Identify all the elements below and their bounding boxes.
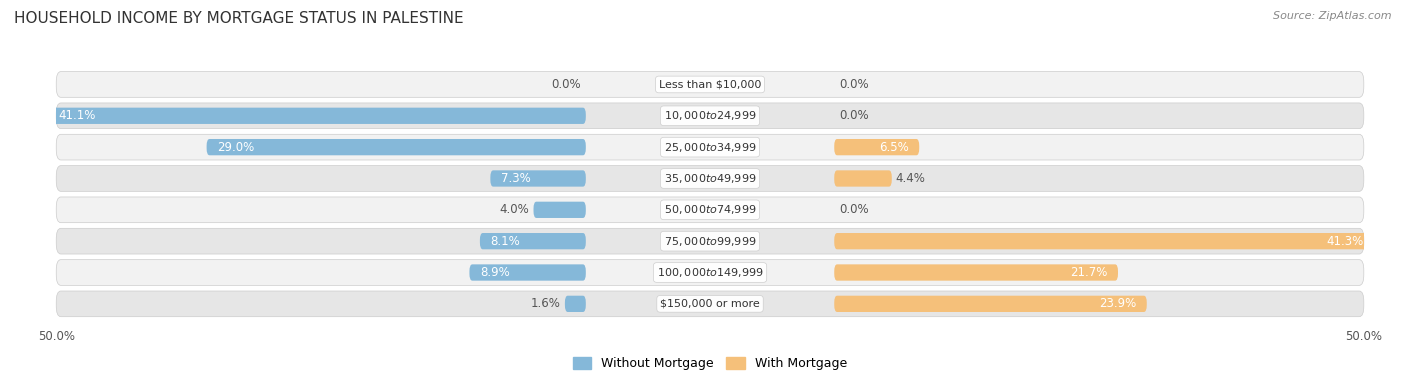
FancyBboxPatch shape <box>834 233 1374 249</box>
Text: $10,000 to $24,999: $10,000 to $24,999 <box>664 109 756 122</box>
Text: 4.4%: 4.4% <box>896 172 925 185</box>
Text: $50,000 to $74,999: $50,000 to $74,999 <box>664 203 756 216</box>
Text: 6.5%: 6.5% <box>879 141 908 154</box>
Text: 41.1%: 41.1% <box>59 109 96 122</box>
FancyBboxPatch shape <box>56 103 1364 129</box>
Text: 21.7%: 21.7% <box>1070 266 1108 279</box>
FancyBboxPatch shape <box>56 166 1364 192</box>
FancyBboxPatch shape <box>207 139 586 155</box>
FancyBboxPatch shape <box>565 296 586 312</box>
FancyBboxPatch shape <box>834 296 1147 312</box>
Text: 4.0%: 4.0% <box>501 203 530 216</box>
Text: Source: ZipAtlas.com: Source: ZipAtlas.com <box>1274 11 1392 21</box>
Text: $150,000 or more: $150,000 or more <box>661 299 759 309</box>
Text: 7.3%: 7.3% <box>501 172 530 185</box>
Text: $100,000 to $149,999: $100,000 to $149,999 <box>657 266 763 279</box>
Text: 0.0%: 0.0% <box>839 109 869 122</box>
Text: $75,000 to $99,999: $75,000 to $99,999 <box>664 234 756 248</box>
Text: 8.9%: 8.9% <box>479 266 509 279</box>
Text: HOUSEHOLD INCOME BY MORTGAGE STATUS IN PALESTINE: HOUSEHOLD INCOME BY MORTGAGE STATUS IN P… <box>14 11 464 26</box>
FancyBboxPatch shape <box>470 264 586 280</box>
FancyBboxPatch shape <box>533 202 586 218</box>
Text: 1.6%: 1.6% <box>531 297 561 310</box>
FancyBboxPatch shape <box>56 228 1364 254</box>
FancyBboxPatch shape <box>56 134 1364 160</box>
Text: 41.3%: 41.3% <box>1327 234 1364 248</box>
Text: $25,000 to $34,999: $25,000 to $34,999 <box>664 141 756 154</box>
FancyBboxPatch shape <box>56 197 1364 223</box>
FancyBboxPatch shape <box>48 108 586 124</box>
FancyBboxPatch shape <box>834 170 891 187</box>
Text: 0.0%: 0.0% <box>551 78 581 91</box>
FancyBboxPatch shape <box>479 233 586 249</box>
FancyBboxPatch shape <box>834 139 920 155</box>
FancyBboxPatch shape <box>56 260 1364 285</box>
Text: 0.0%: 0.0% <box>839 78 869 91</box>
Legend: Without Mortgage, With Mortgage: Without Mortgage, With Mortgage <box>568 352 852 375</box>
FancyBboxPatch shape <box>56 291 1364 317</box>
FancyBboxPatch shape <box>491 170 586 187</box>
Text: 8.1%: 8.1% <box>491 234 520 248</box>
Text: 23.9%: 23.9% <box>1099 297 1136 310</box>
Text: 0.0%: 0.0% <box>839 203 869 216</box>
Text: Less than $10,000: Less than $10,000 <box>659 80 761 89</box>
FancyBboxPatch shape <box>834 264 1118 280</box>
FancyBboxPatch shape <box>56 72 1364 97</box>
Text: $35,000 to $49,999: $35,000 to $49,999 <box>664 172 756 185</box>
Text: 29.0%: 29.0% <box>217 141 254 154</box>
